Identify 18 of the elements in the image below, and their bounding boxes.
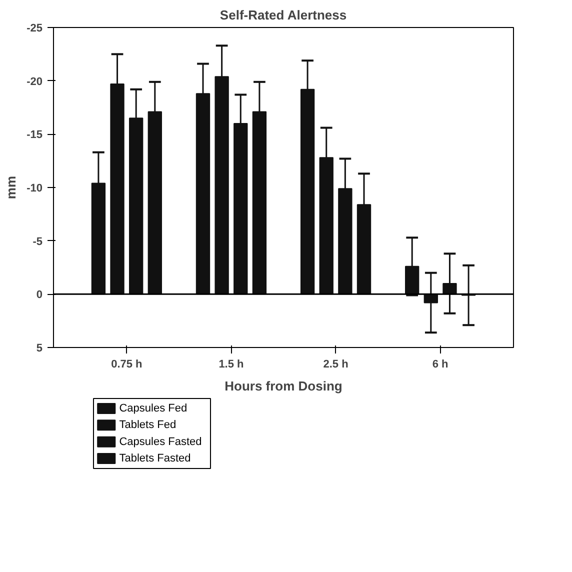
legend-label: Tablets Fed xyxy=(119,419,176,432)
legend-label: Capsules Fed xyxy=(119,402,188,414)
x-axis-title: Hours from Dosing xyxy=(224,378,342,394)
legend-label: Tablets Fasted xyxy=(119,452,191,464)
y-tick-label: -10 xyxy=(26,182,43,194)
x-tick-label: 1.5 h xyxy=(218,358,244,370)
y-tick-label: -15 xyxy=(26,129,43,142)
chart-title: Self-Rated Alertness xyxy=(220,8,347,22)
y-tick-label: -5 xyxy=(32,236,42,248)
x-tick-label: 2.5 h xyxy=(323,358,349,370)
y-tick-label: 5 xyxy=(36,342,43,354)
y-axis-title: mm xyxy=(4,176,19,200)
x-tick-label: 6 h xyxy=(432,358,449,370)
y-tick-label: -20 xyxy=(26,76,43,88)
y-tick-label: 0 xyxy=(36,289,43,302)
legend-label: Capsules Fasted xyxy=(119,436,202,448)
x-tick-label: 0.75 h xyxy=(111,358,143,370)
y-tick-label: -25 xyxy=(26,22,43,34)
